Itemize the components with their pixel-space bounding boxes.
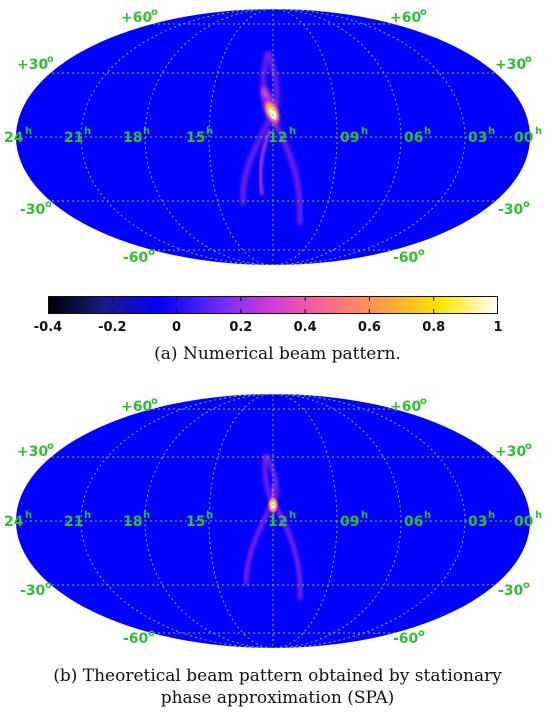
ra-unit: h xyxy=(424,510,431,521)
dec-unit: o xyxy=(45,199,52,210)
dec-label: +30 xyxy=(495,444,526,460)
colorbar-tick-label: -0.2 xyxy=(98,320,127,335)
mollweide-map-theoretical: 24 h 21 h 18 h 15 h 12 h 09 h 06 h 03 h … xyxy=(4,394,542,648)
ra-label: 09 xyxy=(340,514,359,530)
dec-unit: o xyxy=(47,54,54,65)
ra-unit: h xyxy=(206,510,213,521)
ra-unit: h xyxy=(206,126,213,137)
dec-label: +30 xyxy=(495,57,526,73)
dec-labels-a: +60 o +60 o +30 o +30 o -30 o -30 o -60 … xyxy=(17,7,532,266)
ra-label: 21 xyxy=(64,514,83,530)
dec-unit: o xyxy=(523,580,530,591)
ra-unit: h xyxy=(361,510,368,521)
ra-label: 09 xyxy=(340,130,359,146)
dec-unit: o xyxy=(420,7,427,18)
caption-b-line1: (b) Theoretical beam pattern obtained by… xyxy=(53,666,502,686)
ra-unit: h xyxy=(84,510,91,521)
ra-label: 18 xyxy=(123,130,142,146)
ra-unit: h xyxy=(488,510,495,521)
dec-unit: o xyxy=(418,247,425,258)
dec-labels-b: +60 o +60 o +30 o +30 o -30 o -30 o -60 … xyxy=(17,396,532,647)
colorbar-tick-label: -0.4 xyxy=(33,320,63,335)
ra-unit: h xyxy=(289,126,296,137)
dec-unit: o xyxy=(148,247,155,258)
ra-unit: h xyxy=(424,126,431,137)
beam-pattern-a xyxy=(240,51,303,226)
ra-label: 24 xyxy=(4,130,24,146)
ra-label: 03 xyxy=(468,514,487,530)
dec-label: +60 xyxy=(390,10,421,26)
dec-label: +60 xyxy=(121,399,152,415)
dec-label: +60 xyxy=(390,399,421,415)
ra-unit: h xyxy=(143,510,150,521)
dec-label: -60 xyxy=(393,631,419,647)
ra-label: 12 xyxy=(268,514,287,530)
ra-label: 03 xyxy=(468,130,487,146)
dec-unit: o xyxy=(420,396,427,407)
panel-theoretical: 24 h 21 h 18 h 15 h 12 h 09 h 06 h 03 h … xyxy=(0,385,555,665)
beam-pattern-b xyxy=(243,454,303,601)
colorbar-tick-label: 0.8 xyxy=(422,320,446,335)
ra-label: 12 xyxy=(268,130,287,146)
ra-label: 00 xyxy=(514,514,534,530)
ra-unit: h xyxy=(25,126,32,137)
dec-unit: o xyxy=(418,628,425,639)
colorbar-tick-label: 0.6 xyxy=(357,320,381,335)
dec-label: -30 xyxy=(20,202,46,218)
colorbar-tick-label: 1 xyxy=(493,320,503,335)
dec-unit: o xyxy=(148,628,155,639)
caption-a: (a) Numerical beam pattern. xyxy=(154,344,401,364)
dec-label: +60 xyxy=(121,10,152,26)
dec-unit: o xyxy=(45,580,52,591)
ra-unit: h xyxy=(84,126,91,137)
ra-label: 06 xyxy=(404,130,423,146)
dec-label: -60 xyxy=(393,250,419,266)
dec-label: +30 xyxy=(17,444,48,460)
ra-label: 15 xyxy=(186,130,205,146)
dec-label: +30 xyxy=(17,57,48,73)
colorbar xyxy=(48,296,498,314)
ra-label: 15 xyxy=(186,514,205,530)
ra-unit: h xyxy=(535,126,542,137)
ra-label: 24 xyxy=(4,514,24,530)
ra-label: 18 xyxy=(123,514,142,530)
caption-b-line2: phase approximation (SPA) xyxy=(160,688,395,708)
graticule-a xyxy=(20,9,526,265)
colorbar-tick-label: 0.4 xyxy=(293,320,317,335)
ra-labels-b: 24 h 21 h 18 h 15 h 12 h 09 h 06 h 03 h … xyxy=(4,510,542,530)
dec-label: -30 xyxy=(20,583,46,599)
graticule-b xyxy=(20,394,526,648)
dec-label: -60 xyxy=(123,631,149,647)
dec-unit: o xyxy=(523,199,530,210)
ra-label: 00 xyxy=(514,130,534,146)
dec-unit: o xyxy=(151,396,158,407)
ra-unit: h xyxy=(361,126,368,137)
ra-unit: h xyxy=(535,510,542,521)
ra-label: 21 xyxy=(64,130,83,146)
colorbar-tick-label: 0 xyxy=(172,320,182,335)
dec-unit: o xyxy=(151,7,158,18)
ra-label: 06 xyxy=(404,514,423,530)
panel-numerical: 24 h 21 h 18 h 15 h 12 h 09 h 06 h 03 h … xyxy=(0,0,555,290)
mollweide-map-numerical: 24 h 21 h 18 h 15 h 12 h 09 h 06 h 03 h … xyxy=(4,7,542,266)
ra-unit: h xyxy=(289,510,296,521)
dec-label: -30 xyxy=(498,202,524,218)
dec-label: -60 xyxy=(123,250,149,266)
dec-unit: o xyxy=(47,441,54,452)
ra-unit: h xyxy=(25,510,32,521)
dec-unit: o xyxy=(525,441,532,452)
dec-unit: o xyxy=(525,54,532,65)
dec-label: -30 xyxy=(498,583,524,599)
ra-unit: h xyxy=(488,126,495,137)
sky-ellipse xyxy=(16,9,530,265)
colorbar-tick-label: 0.2 xyxy=(229,320,253,335)
ra-labels-a: 24 h 21 h 18 h 15 h 12 h 09 h 06 h 03 h … xyxy=(4,126,542,146)
ra-unit: h xyxy=(143,126,150,137)
